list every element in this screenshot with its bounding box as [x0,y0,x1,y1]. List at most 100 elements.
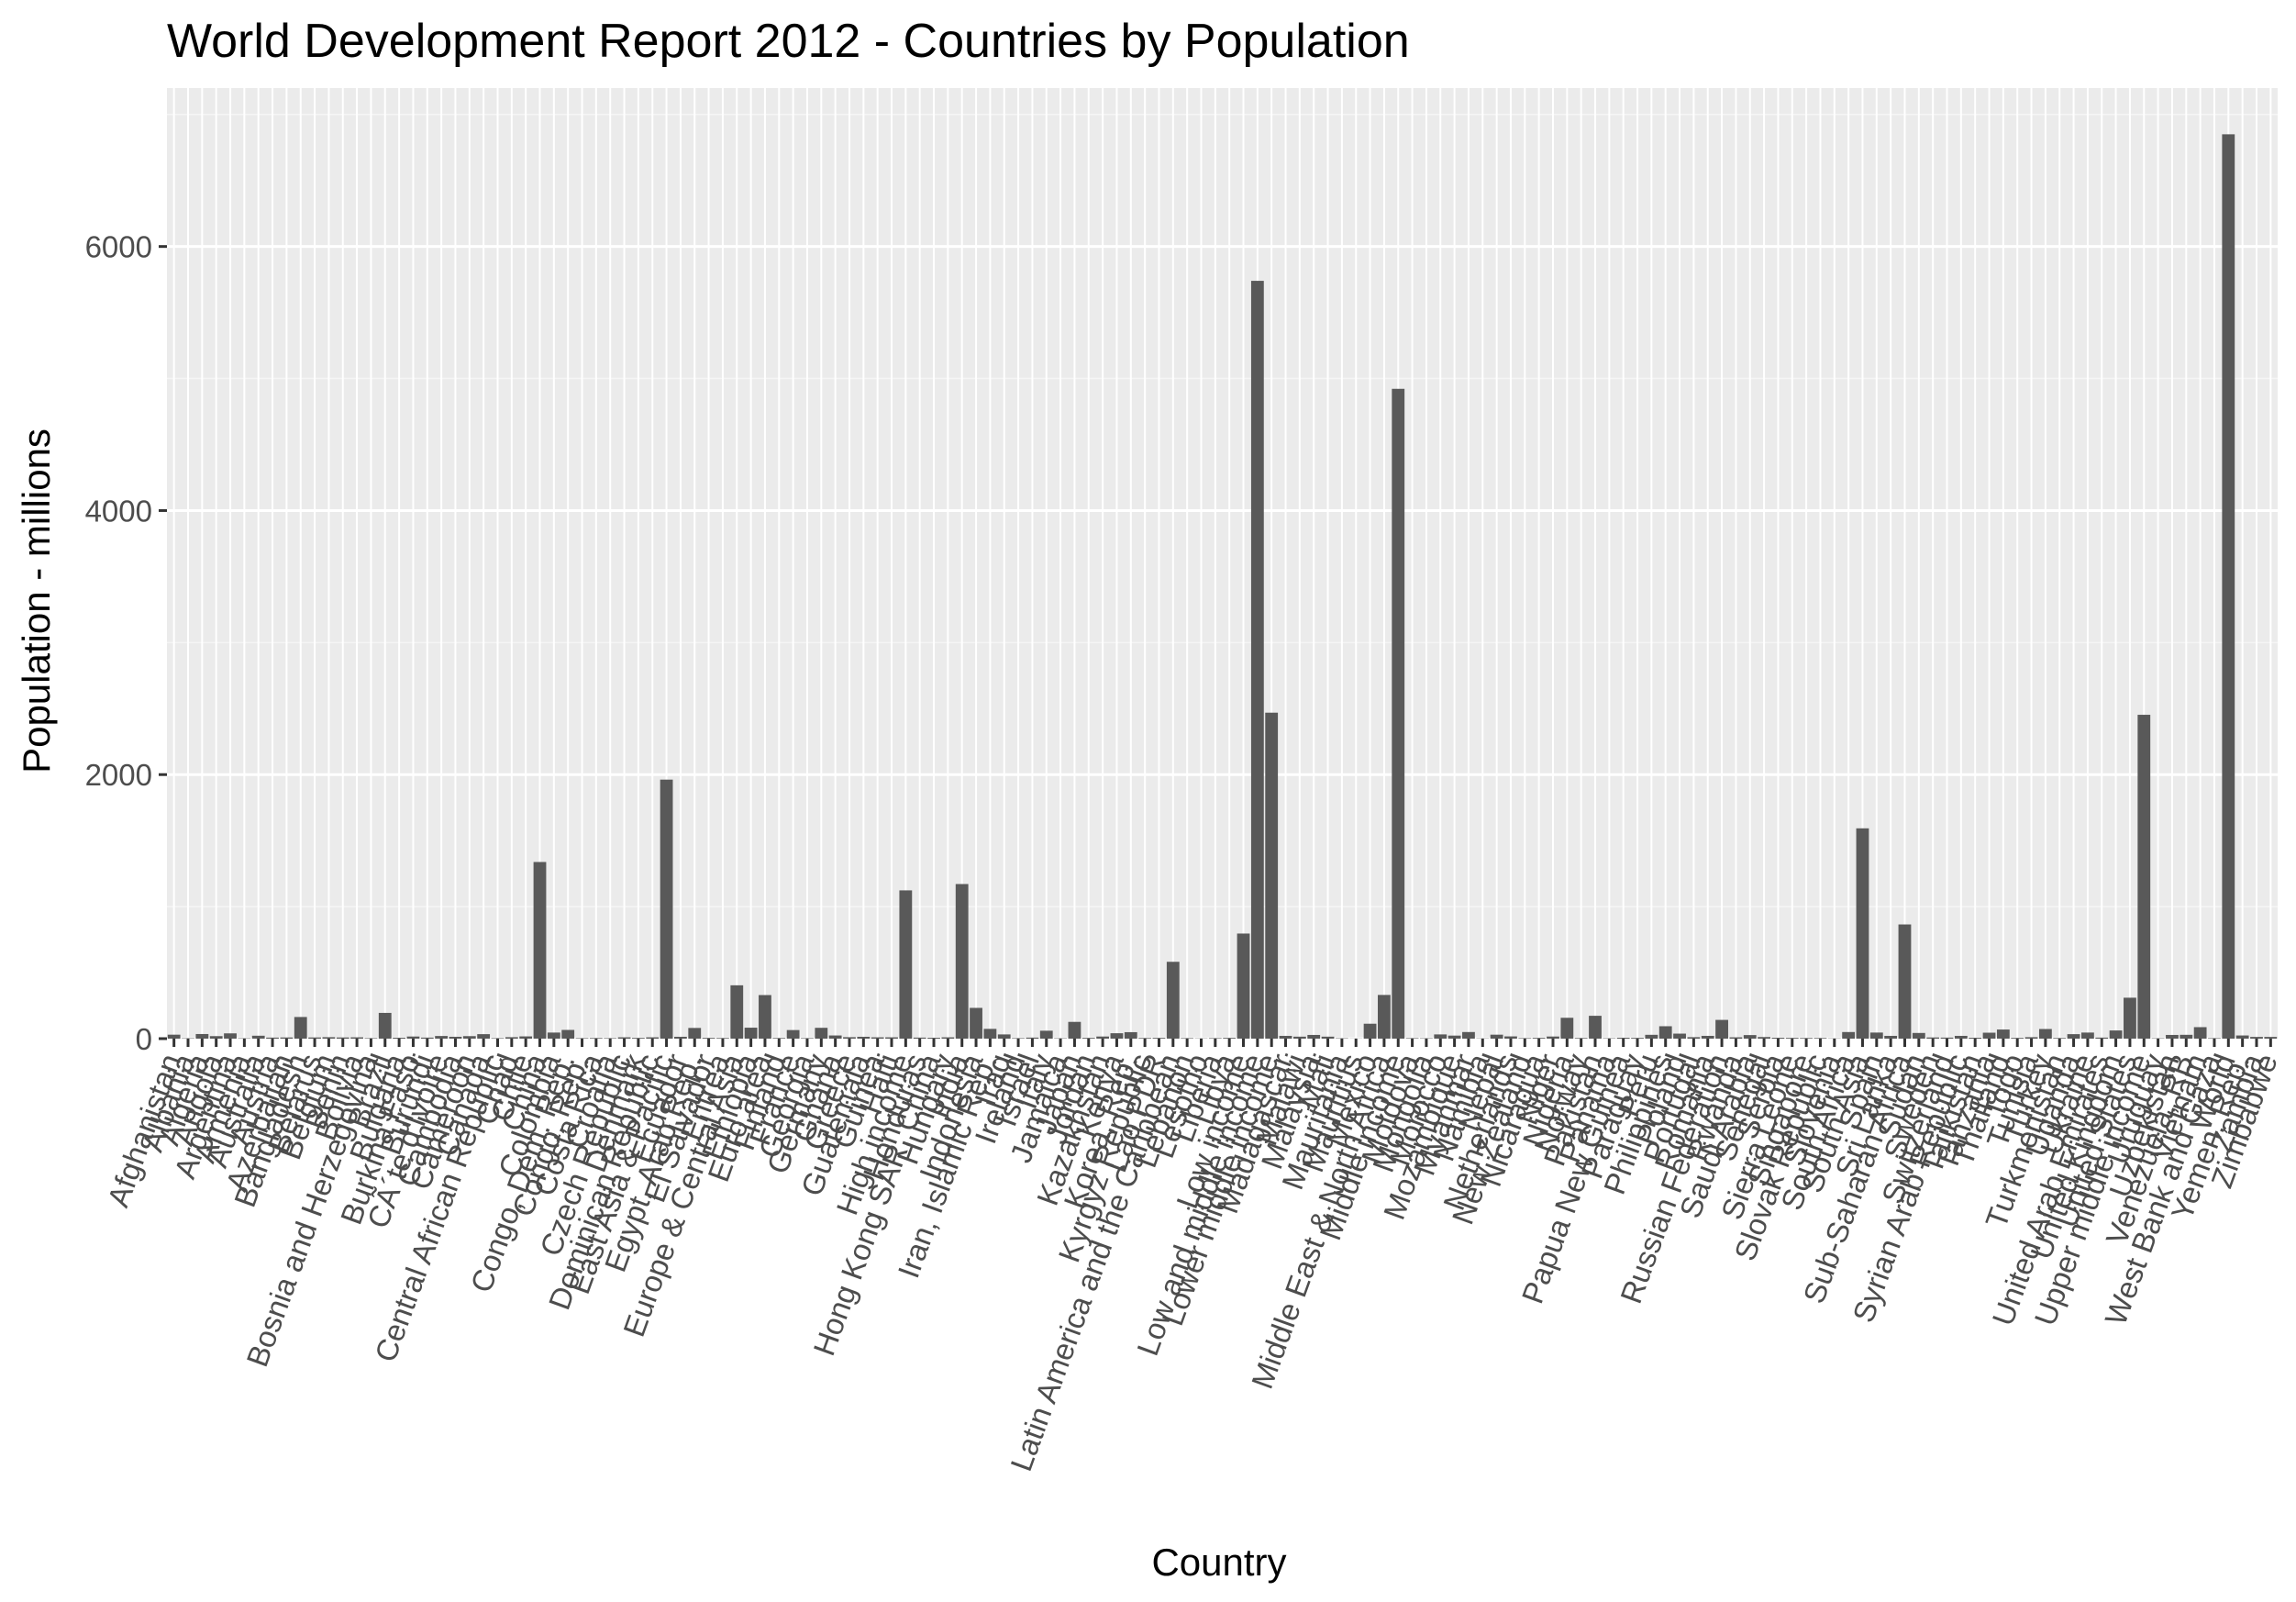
bar [1940,1037,1954,1039]
bar [2109,1030,2123,1039]
bar [519,1036,533,1039]
bar [1715,1019,1728,1039]
bar [983,1029,997,1039]
bar [674,1036,687,1039]
bar [1898,924,1912,1039]
bar [1785,1038,1799,1039]
bar [1969,1037,1982,1039]
y-axis-title: Population - millions [15,428,58,773]
bar [224,1033,237,1039]
bar [1954,1035,1968,1039]
bar [2180,1034,2193,1039]
bar [2250,1037,2263,1039]
bar [1532,1038,1546,1039]
bar [2067,1034,2080,1039]
bar [378,1012,392,1039]
bar [505,1037,518,1039]
bar [1096,1036,1110,1039]
x-axis-title: Country [1151,1541,1286,1584]
bar [1884,1035,1898,1039]
bar [815,1028,828,1039]
bar [393,1037,406,1039]
bar [1869,1032,1883,1039]
bar [871,1037,884,1039]
bar [1462,1031,1475,1039]
bar [435,1036,449,1039]
bar [1547,1036,1559,1039]
bar [759,995,771,1039]
bar [2095,1037,2109,1039]
bar [1363,1023,1377,1039]
bar [1012,1038,1025,1039]
bar [322,1037,336,1039]
bar [885,1037,898,1039]
chart-title: World Development Report 2012 - Countrie… [167,15,1410,68]
bar [1265,712,1279,1039]
bar [828,1035,842,1039]
bar [1237,933,1250,1039]
bar [1447,1035,1461,1039]
bar [1658,1026,1672,1039]
bar [1631,1038,1644,1039]
bar [1926,1037,1940,1039]
bar [716,1038,729,1039]
bar [801,1038,814,1039]
bar [1743,1035,1757,1039]
bar [2235,1035,2249,1039]
bar [941,1037,955,1039]
bar [955,884,969,1039]
bar [2124,997,2136,1039]
bar [1392,388,1405,1039]
bar [167,1034,181,1039]
bar [1518,1038,1532,1039]
bar [547,1032,560,1039]
bar [2137,715,2151,1039]
bar [294,1017,307,1039]
bar [1208,1038,1222,1039]
bar [1729,1037,1743,1039]
bar [1068,1021,1081,1039]
bar [266,1037,279,1039]
bar [1996,1029,2010,1039]
bar [997,1034,1011,1039]
bar [308,1037,321,1039]
bar [1589,1016,1602,1039]
bar [2208,1038,2221,1039]
bar [913,1037,926,1039]
bar [1321,1036,1335,1039]
bar [1378,995,1391,1039]
bar [1687,1037,1701,1039]
bar [491,1038,505,1039]
bar [1110,1033,1124,1039]
y-axis: 0 2000 4000 6000 [85,230,167,1056]
bar [449,1036,462,1039]
bar [420,1037,434,1039]
bar [617,1037,631,1039]
bar [2166,1034,2179,1039]
x-axis: AfghanistanAlbaniaAlgeriaAngolaArgentina… [101,1039,2284,1475]
bar [1152,1038,1166,1039]
bar [1771,1037,1785,1039]
bar [1292,1036,1306,1039]
y-tick-label: 0 [136,1022,152,1056]
bar [1026,1037,1039,1039]
bar [1856,828,1869,1039]
bar [1405,1038,1419,1039]
bar [744,1028,758,1039]
bar [1758,1037,1770,1039]
bar [1223,1038,1237,1039]
bar [575,1038,589,1039]
bar [251,1035,265,1039]
bar [1490,1034,1503,1039]
bar [2011,1038,2024,1039]
bar [2193,1027,2207,1039]
bar [1504,1036,1517,1039]
bar [195,1033,209,1039]
bar [899,890,913,1039]
bar [1307,1034,1321,1039]
bar [462,1036,476,1039]
y-tick-label: 2000 [85,758,152,792]
bar [1814,1038,1827,1039]
